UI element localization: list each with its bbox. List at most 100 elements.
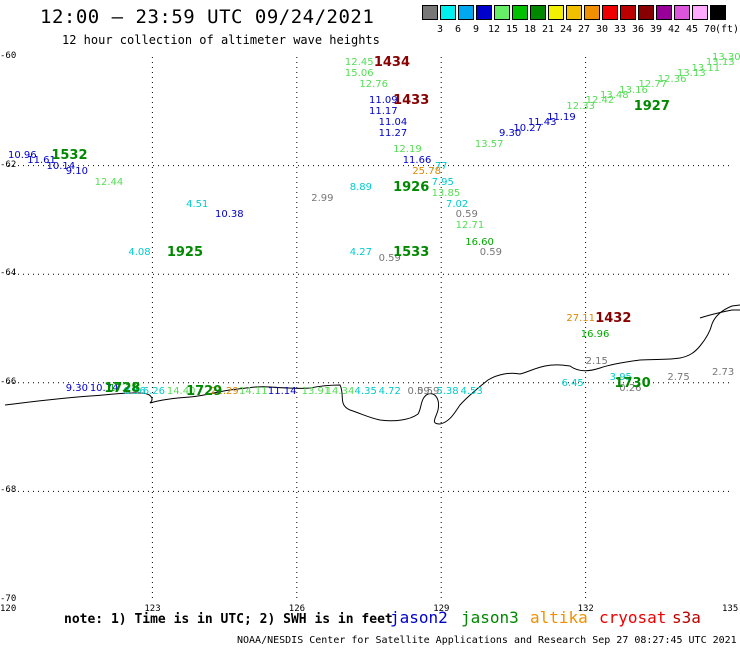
- wave-height-value: 6.26: [142, 385, 166, 397]
- wave-height-value: 21.29: [210, 385, 239, 397]
- page-subtitle: 12 hour collection of altimeter wave hei…: [62, 33, 380, 47]
- latitude-tick-label: -70: [0, 594, 17, 604]
- wave-height-value: 15.06: [344, 68, 374, 80]
- scale-label: 42: [667, 24, 681, 35]
- satellite-name: altika: [530, 608, 588, 627]
- wave-height-value: 14.34: [325, 385, 355, 397]
- pass-time: 1927: [633, 98, 670, 114]
- wave-height-value: 13.91: [301, 385, 331, 397]
- wave-height-value: 4.08: [128, 247, 151, 259]
- scale-swatch: [512, 5, 528, 20]
- wave-height-value: 0.59: [417, 385, 440, 397]
- wave-height-value: 11.04: [378, 117, 408, 129]
- wave-height-value: 7.02: [446, 198, 469, 210]
- wave-height-value: 12.71: [455, 220, 485, 232]
- wave-height-value: 10.38: [214, 209, 244, 221]
- wave-height-value: 12.33: [566, 100, 595, 112]
- graticule: [8, 57, 730, 600]
- wave-height-value: 11.14: [267, 385, 297, 397]
- pass-time: 1728: [104, 381, 141, 397]
- wave-height-value: 11.27: [378, 128, 408, 140]
- wave-height-value: 9.30: [498, 128, 522, 140]
- longitude-tick-label: 120: [0, 604, 17, 614]
- scale-label: 24: [559, 24, 573, 35]
- wave-height-value: 5.38: [436, 385, 459, 397]
- wave-height-value: 12.42: [585, 95, 615, 107]
- scale-label: 21: [541, 24, 555, 35]
- scale-label: 15: [505, 24, 519, 35]
- wave-height-value: 9.10: [65, 166, 89, 178]
- wave-height-value: 4.51: [186, 198, 209, 210]
- longitude-tick-label: 129: [433, 604, 450, 614]
- wave-height-value: 2.99: [311, 193, 334, 205]
- wave-height-value: 17.28: [109, 383, 138, 395]
- latitude-tick-label: -64: [0, 268, 17, 279]
- scale-label: 12: [487, 24, 501, 35]
- scale-label: 30: [595, 24, 609, 35]
- scale-label: 36: [631, 24, 645, 35]
- scale-swatch: [422, 5, 438, 20]
- wave-height-value: 8.56: [123, 385, 146, 397]
- scale-label: 33: [613, 24, 627, 35]
- scale-swatch: [692, 5, 708, 20]
- pass-time: 1432: [595, 310, 632, 326]
- scale-swatch: [656, 5, 672, 20]
- wave-height-value: 12.44: [94, 176, 124, 188]
- scale-swatch: [620, 5, 636, 20]
- pass-time: 1434: [373, 55, 410, 71]
- satellite-name: jason2: [390, 608, 448, 627]
- scale-label: 9: [472, 24, 480, 35]
- wave-height-value: 4.27: [349, 247, 372, 259]
- satellite-name: s3a: [672, 608, 701, 627]
- longitude-tick-label: 123: [144, 604, 161, 614]
- wave-height-value: 12.19: [393, 144, 422, 156]
- wave-height-value: 13.57: [474, 138, 504, 150]
- wave-height-value: 13.85: [431, 187, 461, 199]
- page-title: 12:00 – 23:59 UTC 09/24/2021: [40, 6, 375, 28]
- wave-height-value: 11.17: [369, 106, 398, 118]
- scale-swatch: [710, 5, 726, 20]
- scale-swatch: [548, 5, 564, 20]
- wave-height-value: 12.76: [359, 79, 388, 91]
- wave-height-value: 13.13: [677, 68, 706, 80]
- scale-swatch: [674, 5, 690, 20]
- wave-height-value: 14.40: [166, 385, 196, 397]
- scale-swatch: [494, 5, 510, 20]
- antarctic-coastline: [4, 304, 740, 425]
- wave-height-value: .77: [431, 160, 448, 172]
- pass-time: 1925: [166, 245, 204, 261]
- wave-height-value: 0.59: [455, 209, 478, 221]
- credit-line: NOAA/NESDIS Center for Satellite Applica…: [237, 635, 737, 646]
- pass-time: 1926: [393, 180, 430, 196]
- wave-height-value: 11.61: [27, 155, 56, 167]
- satellite-name: jason3: [461, 608, 519, 627]
- wave-height-value: 4.35: [354, 385, 377, 397]
- pass-time: 1533: [393, 245, 430, 261]
- longitude-tick-label: 126: [288, 604, 306, 614]
- scale-unit: (ft): [715, 24, 740, 35]
- wave-height-value: 2.73: [712, 366, 735, 378]
- latitude-tick-label: -66: [0, 376, 17, 387]
- scale-label: 70: [703, 24, 717, 35]
- wave-height-value: 10.14: [46, 160, 76, 172]
- wave-height-value: 6.45: [561, 377, 584, 389]
- wave-height-value: 12.77: [638, 79, 668, 91]
- scale-swatch: [458, 5, 474, 20]
- wave-height-value: 11.09: [369, 95, 398, 107]
- latitude-tick-label: -68: [0, 485, 17, 496]
- pass-time: 1730: [614, 375, 651, 391]
- wave-height-value: 9.30: [65, 383, 89, 395]
- scale-swatch: [530, 5, 546, 20]
- satellite-name: cryosat: [599, 608, 667, 627]
- wave-height-value: 10.96: [8, 149, 37, 161]
- wave-height-value: 13.13: [705, 57, 735, 69]
- wave-height-value: 11.66: [402, 155, 432, 167]
- pass-time: 1532: [51, 147, 88, 163]
- scale-label: 6: [454, 24, 462, 35]
- scale-swatch: [440, 5, 456, 20]
- wave-height-value: 12.36: [657, 73, 687, 85]
- pass-time: 1433: [393, 93, 430, 109]
- pass-time: 1729: [186, 383, 223, 399]
